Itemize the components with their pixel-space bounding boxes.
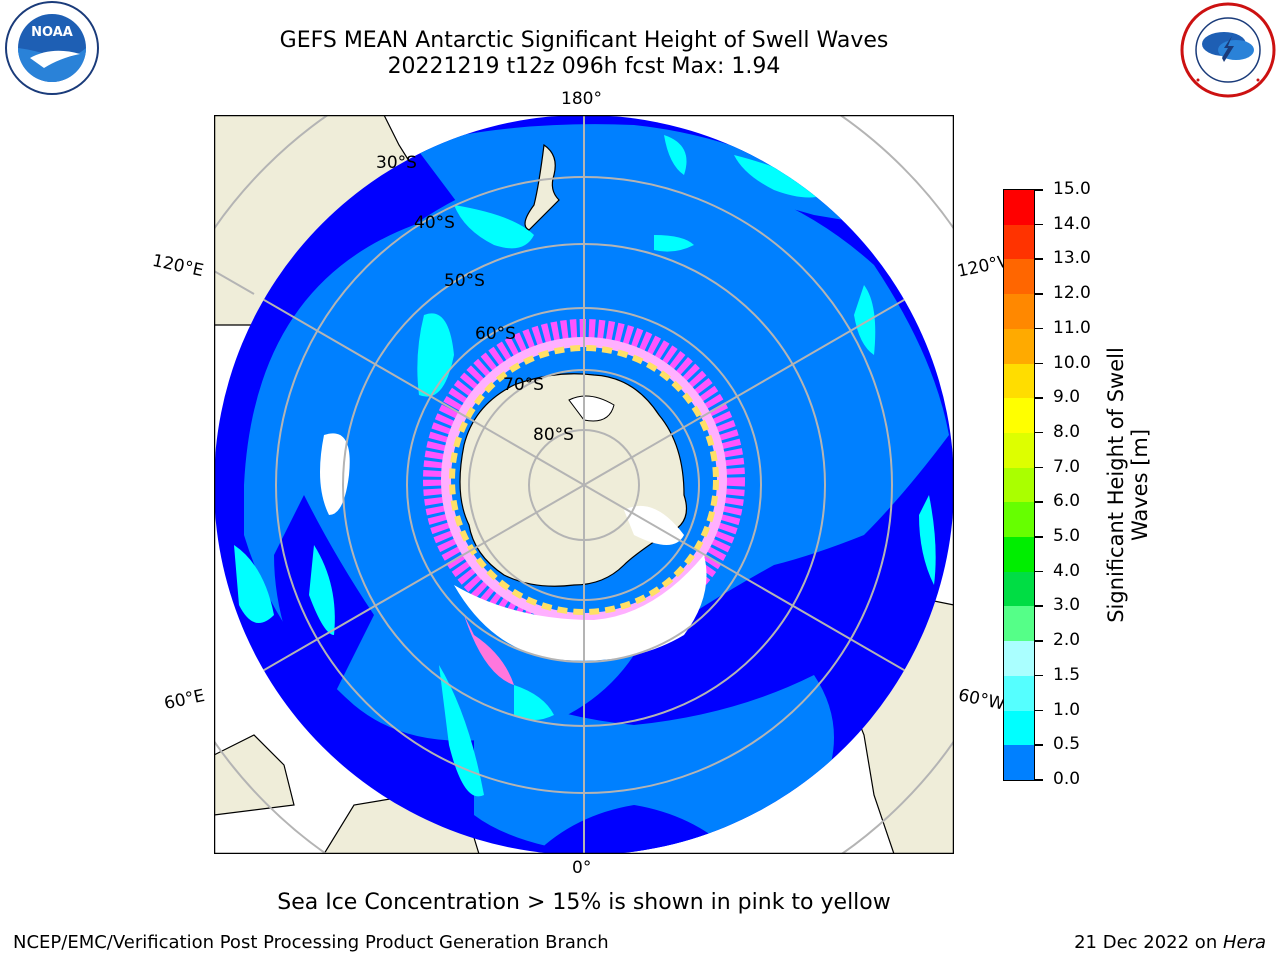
- colorbar-tick-label: 4.0: [1053, 560, 1081, 581]
- lon-label-lower-left: 60°E: [162, 685, 207, 715]
- nws-logo: [1180, 2, 1276, 98]
- colorbar-tick-mark: [1035, 258, 1043, 260]
- colorbar-segment: [1004, 363, 1034, 399]
- lon-label-bottom: 0°: [572, 858, 592, 878]
- colorbar-tick-mark: [1035, 501, 1043, 503]
- lat-label-60: 60°S: [475, 324, 516, 344]
- colorbar-tick-mark: [1035, 362, 1043, 365]
- footer-date-text: 21 Dec 2022 on: [1074, 932, 1223, 953]
- lon-label-upper-left: 120°E: [150, 250, 206, 282]
- colorbar-tick-mark: [1035, 744, 1043, 746]
- colorbar-tick-label: 1.5: [1053, 664, 1081, 685]
- colorbar-segment: [1004, 224, 1034, 260]
- colorbar-tick-label: 8.0: [1053, 421, 1081, 442]
- colorbar-segment: [1004, 745, 1034, 780]
- colorbar-segment: [1004, 259, 1034, 295]
- lat-label-80: 80°S: [533, 425, 574, 445]
- colorbar-segment: [1004, 571, 1034, 607]
- colorbar-tick-mark: [1035, 327, 1043, 330]
- colorbar-tick-label: 11.0: [1053, 317, 1091, 338]
- colorbar-tick-label: 7.0: [1053, 456, 1081, 477]
- colorbar-tick-mark: [1035, 570, 1043, 573]
- colorbar-tick-mark: [1035, 536, 1043, 538]
- colorbar-tick-mark: [1035, 605, 1043, 607]
- colorbar-tick-label: 5.0: [1053, 526, 1081, 547]
- colorbar-label-line2: Waves [m]: [1128, 428, 1152, 542]
- colorbar-tick-mark: [1035, 189, 1043, 191]
- lon-label-lower-right: 60°W: [956, 685, 1007, 715]
- colorbar-tick-mark: [1035, 431, 1043, 434]
- colorbar-segment: [1004, 328, 1034, 364]
- colorbar-tick-label: 2.0: [1053, 630, 1081, 651]
- chart-title-line1: GEFS MEAN Antarctic Significant Height o…: [279, 28, 889, 53]
- footer-host: Hera: [1222, 932, 1266, 953]
- colorbar-tick-label: 0.5: [1053, 734, 1081, 755]
- colorbar-segment: [1004, 537, 1034, 572]
- lat-label-50: 50°S: [444, 271, 485, 291]
- colorbar-tick-label: 13.0: [1053, 248, 1091, 269]
- noaa-logo: NOAA: [5, 1, 99, 95]
- polar-map: [214, 115, 954, 854]
- colorbar-tick-mark: [1035, 779, 1043, 781]
- colorbar-tick-label: 1.0: [1053, 699, 1081, 720]
- graticule: [214, 115, 954, 854]
- lat-label-30: 30°S: [376, 153, 417, 173]
- footer-credit: NCEP/EMC/Verification Post Processing Pr…: [13, 932, 609, 953]
- colorbar: [1003, 189, 1035, 781]
- colorbar-tick-label: 6.0: [1053, 491, 1081, 512]
- colorbar-tick-mark: [1035, 293, 1043, 295]
- colorbar-tick-label: 9.0: [1053, 387, 1081, 408]
- colorbar-tick-mark: [1035, 709, 1043, 712]
- colorbar-tick-label: 14.0: [1053, 213, 1091, 234]
- colorbar-segment: [1004, 502, 1034, 538]
- colorbar-segment: [1004, 190, 1034, 225]
- colorbar-tick-mark: [1035, 466, 1043, 469]
- lon-label-top: 180°: [561, 89, 602, 109]
- colorbar-segment: [1004, 467, 1034, 503]
- colorbar-segment: [1004, 675, 1034, 711]
- colorbar-label-line1: Significant Height of Swell: [1104, 347, 1128, 623]
- footer-date: 21 Dec 2022 on Hera: [1074, 932, 1266, 953]
- lat-label-70: 70°S: [503, 375, 544, 395]
- colorbar-segment: [1004, 641, 1034, 676]
- colorbar-tick-mark: [1035, 674, 1043, 677]
- colorbar-segment: [1004, 398, 1034, 433]
- colorbar-segment: [1004, 710, 1034, 746]
- sea-ice-caption: Sea Ice Concentration > 15% is shown in …: [277, 890, 891, 915]
- lat-label-40: 40°S: [414, 213, 455, 233]
- colorbar-tick-mark: [1035, 397, 1043, 399]
- swell-high-patches: [234, 135, 936, 797]
- colorbar-label: Significant Height of Swell Waves [m]: [1104, 347, 1152, 623]
- noaa-logo-text: NOAA: [31, 25, 73, 40]
- colorbar-tick-label: 10.0: [1053, 352, 1091, 373]
- chart-title-line2: 20221219 t12z 096h fcst Max: 1.94: [387, 54, 781, 79]
- colorbar-segment: [1004, 606, 1034, 642]
- colorbar-tick-label: 0.0: [1053, 769, 1081, 789]
- colorbar-tick-label: 15.0: [1053, 179, 1091, 199]
- colorbar-segment: [1004, 294, 1034, 329]
- colorbar-tick-label: 3.0: [1053, 595, 1081, 616]
- colorbar-tick-label: 12.0: [1053, 283, 1091, 304]
- colorbar-tick-mark: [1035, 640, 1043, 642]
- colorbar-segment: [1004, 432, 1034, 468]
- colorbar-tick-mark: [1035, 223, 1043, 226]
